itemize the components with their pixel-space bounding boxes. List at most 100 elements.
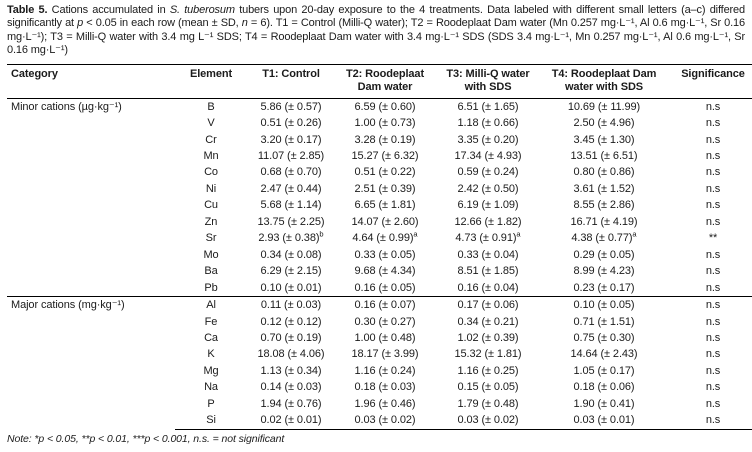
- caption-segment: = 6). T1 = Control (Milli-Q water); T2 =…: [7, 17, 745, 57]
- caption-segment: Table 5.: [7, 4, 48, 16]
- table-row: Cr 3.20 (± 0.17) 3.28 (± 0.19) 3.35 (± 0.20…: [7, 132, 752, 148]
- table-row: Fe 0.12 (± 0.12) 0.30 (± 0.27) 0.34 (± 0.21…: [7, 314, 752, 330]
- significance-cell: n.s: [667, 296, 752, 314]
- t1-value-cell: 0.34 (± 0.08): [260, 248, 322, 261]
- t1-value-cell: 3.20 (± 0.17): [260, 133, 322, 146]
- t2-value-cell: 0.16 (± 0.05): [354, 281, 416, 294]
- element-cell: Ni: [205, 182, 217, 195]
- element-cell: Fe: [204, 315, 218, 328]
- t4-value-cell: 3.45 (± 1.30): [573, 133, 635, 146]
- element-cell: Mg: [203, 364, 219, 377]
- element-cell: Co: [204, 166, 218, 179]
- significance-cell: n.s: [705, 182, 721, 195]
- significance-letter: a: [516, 230, 521, 239]
- t3-value-cell: 0.17 (± 0.06): [435, 296, 541, 314]
- t3-value-cell: 6.51 (± 1.65): [457, 100, 519, 113]
- significance-cell: n.s: [705, 397, 721, 410]
- table-row: P 1.94 (± 0.76) 1.96 (± 0.46) 1.79 (± 0.48)…: [7, 396, 752, 412]
- column-header: Category: [7, 63, 175, 99]
- significance-cell: n.s: [705, 215, 721, 228]
- significance-cell: n.s: [705, 149, 721, 162]
- t4-value-cell: 4.38 (± 0.77)a: [571, 230, 637, 245]
- t4-value-cell: 1.90 (± 0.41): [573, 397, 635, 410]
- significance-cell: n.s: [705, 199, 721, 212]
- t3-value-cell: 1.02 (± 0.39): [457, 331, 519, 344]
- element-cell: B: [207, 100, 215, 113]
- element-cell: Al: [175, 296, 247, 314]
- table-row: Ca 0.70 (± 0.19) 1.00 (± 0.48) 1.02 (± 0.39…: [7, 330, 752, 346]
- t3-value-cell: 12.66 (± 1.82): [454, 215, 522, 228]
- t1-value-cell: 0.12 (± 0.12): [260, 315, 322, 328]
- t1-value-cell: 1.94 (± 0.76): [260, 397, 322, 410]
- table-body: Minor cations (µg·kg⁻¹) B 5.86 (± 0.57) 6.5…: [7, 98, 752, 430]
- column-header: Element: [175, 63, 247, 99]
- t2-value-cell: 1.00 (± 0.48): [354, 331, 416, 344]
- table-row: Minor cations (µg·kg⁻¹) B 5.86 (± 0.57) 6.5…: [7, 98, 752, 115]
- t2-value-cell: 15.27 (± 6.32): [351, 149, 419, 162]
- table-row: Si 0.02 (± 0.01) 0.03 (± 0.02) 0.03 (± 0.02…: [7, 412, 752, 430]
- t2-value-cell: 0.18 (± 0.03): [354, 381, 416, 394]
- t3-value-cell: 2.42 (± 0.50): [457, 182, 519, 195]
- table-row: Mg 1.13 (± 0.34) 1.16 (± 0.24) 1.16 (± 0.25…: [7, 363, 752, 379]
- t3-value-cell: 4.73 (± 0.91)a: [455, 230, 521, 245]
- t2-value-cell: 1.16 (± 0.24): [354, 364, 416, 377]
- column-header: T3: Milli-Q water with SDS: [435, 63, 541, 99]
- t1-value-cell: 0.02 (± 0.01): [247, 412, 335, 430]
- significance-cell: n.s: [705, 281, 721, 294]
- element-cell: Mn: [203, 149, 219, 162]
- t4-value-cell: 3.61 (± 1.52): [573, 182, 635, 195]
- element-cell: Si: [175, 412, 247, 430]
- significance-cell: n.s: [667, 412, 752, 430]
- element-cell: Ba: [204, 265, 218, 278]
- table-row: Zn 13.75 (± 2.25) 14.07 (± 2.60) 12.66 (± 1…: [7, 214, 752, 230]
- header-row: Category Element T1: Control T2: Roodeplaat…: [7, 63, 752, 99]
- t2-value-cell: 0.33 (± 0.05): [354, 248, 416, 261]
- element-cell: Cr: [205, 133, 217, 146]
- table-row: V 0.51 (± 0.26) 1.00 (± 0.73) 1.18 (± 0.66)…: [7, 115, 752, 131]
- significance-cell: n.s: [705, 381, 721, 394]
- t3-value-cell: 0.59 (± 0.24): [457, 166, 519, 179]
- t2-value-cell: 0.03 (± 0.02): [335, 412, 435, 430]
- category-cell: Minor cations (µg·kg⁻¹): [11, 100, 122, 113]
- t3-value-cell: 15.32 (± 1.81): [454, 348, 522, 361]
- t4-value-cell: 0.18 (± 0.06): [573, 381, 635, 394]
- t4-value-cell: 0.71 (± 1.51): [573, 315, 635, 328]
- column-header: T2: Roodeplaat Dam water: [335, 63, 435, 99]
- t3-value-cell: 0.15 (± 0.05): [457, 381, 519, 394]
- element-cell: Cu: [204, 199, 218, 212]
- t1-value-cell: 0.14 (± 0.03): [260, 381, 322, 394]
- column-header: T4: Roodeplaat Dam water with SDS: [541, 63, 667, 99]
- significance-cell: n.s: [705, 364, 721, 377]
- table-row: Cu 5.68 (± 1.14) 6.65 (± 1.81) 6.19 (± 1.09…: [7, 197, 752, 213]
- t3-value-cell: 0.16 (± 0.04): [457, 281, 519, 294]
- table-row: Ba 6.29 (± 2.15) 9.68 (± 4.34) 8.51 (± 1.85…: [7, 263, 752, 279]
- t3-value-cell: 1.18 (± 0.66): [457, 117, 519, 130]
- element-cell: Ca: [204, 331, 218, 344]
- t4-value-cell: 0.23 (± 0.17): [573, 281, 635, 294]
- t4-value-cell: 0.29 (± 0.05): [573, 248, 635, 261]
- t4-value-cell: 8.55 (± 2.86): [573, 199, 635, 212]
- significance-letter: a: [413, 230, 418, 239]
- t4-value-cell: 0.80 (± 0.86): [573, 166, 635, 179]
- category-cell: Major cations (mg·kg⁻¹): [7, 296, 175, 430]
- t3-value-cell: 1.16 (± 0.25): [457, 364, 519, 377]
- caption-segment: p: [77, 17, 84, 30]
- t2-value-cell: 2.51 (± 0.39): [354, 182, 416, 195]
- caption-segment: n: [241, 17, 248, 30]
- table-row: Sr 2.93 (± 0.38)b 4.64 (± 0.99)a 4.73 (± 0.…: [7, 230, 752, 246]
- significance-cell: n.s: [705, 331, 721, 344]
- caption-segment: Cations accumulated in: [47, 4, 170, 16]
- column-header: T1: Control: [247, 63, 335, 99]
- significance-cell: n.s: [705, 133, 721, 146]
- t1-value-cell: 0.11 (± 0.03): [247, 296, 335, 314]
- significance-letter: b: [319, 230, 324, 239]
- significance-cell: **: [708, 232, 718, 245]
- cations-table: Category Element T1: Control T2: Roodeplaat…: [7, 63, 752, 430]
- t2-value-cell: 0.51 (± 0.22): [354, 166, 416, 179]
- element-cell: Zn: [204, 215, 218, 228]
- t4-value-cell: 2.50 (± 4.96): [573, 117, 635, 130]
- t2-value-cell: 14.07 (± 2.60): [351, 215, 419, 228]
- t1-value-cell: 5.68 (± 1.14): [260, 199, 322, 212]
- t3-value-cell: 0.34 (± 0.21): [457, 315, 519, 328]
